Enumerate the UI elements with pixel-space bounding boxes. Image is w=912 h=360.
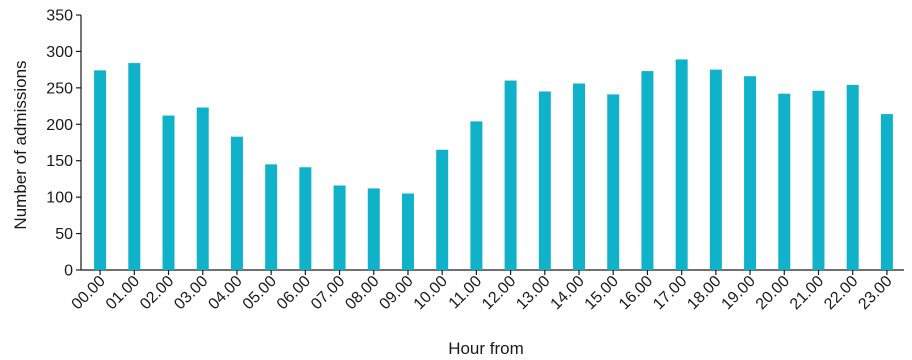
x-tick-label: 10.00 [411,273,451,313]
bar [607,94,620,271]
x-tick-label: 09.00 [376,273,416,313]
bar [573,83,586,270]
x-tick-label: 19.00 [719,273,759,313]
x-tick-label: 23.00 [855,273,895,313]
x-tick-label: 13.00 [513,273,553,313]
y-axis: 0 50 100 150 200 250 300 350 [46,8,82,280]
bar [367,188,380,270]
x-tick-label: 11.00 [446,273,486,313]
bar [436,149,449,270]
bar [846,84,859,270]
bar [470,121,483,270]
bar [128,63,141,271]
bar [538,91,551,270]
bar [778,93,791,270]
x-tick-label: 22.00 [821,273,861,313]
x-tick-label: 07.00 [308,273,348,313]
x-tick-label: 14.00 [548,273,588,313]
bar [230,136,243,270]
x-tick-label: 21.00 [787,273,827,313]
bar [812,90,825,271]
x-axis-title: Hour from [448,339,524,358]
bar [162,115,175,271]
y-tick-label: 350 [46,8,73,25]
x-tick-label: 15.00 [582,273,622,313]
x-tick-label: 17.00 [650,273,690,313]
x-tick-label: 20.00 [753,273,793,313]
bar [744,76,757,270]
y-tick-label: 0 [64,263,73,280]
bar [709,69,722,271]
x-tick-label: 12.00 [479,273,519,313]
x-tick-label: 08.00 [342,273,382,313]
y-tick-label: 300 [46,44,73,61]
bar [504,80,517,270]
x-tick-label: 18.00 [684,273,724,313]
bar [299,167,312,270]
x-tick-label: 03.00 [171,273,211,313]
bar [196,107,209,271]
x-tick-label: 00.00 [69,273,109,313]
bar [333,185,346,270]
x-tick-label: 01.00 [103,273,143,313]
x-tick-label: 02.00 [137,273,177,313]
bar [265,164,278,270]
y-tick-label: 50 [55,226,73,243]
y-tick-label: 150 [46,153,73,170]
bar [401,193,414,270]
bar [94,70,107,270]
y-tick-label: 250 [46,80,73,97]
y-tick-label: 100 [46,190,73,207]
bar [641,71,654,270]
y-tick-label: 200 [46,117,73,134]
x-tick-label: 04.00 [205,273,245,313]
y-axis-title: Number of admissions [11,60,30,229]
bars [94,59,893,271]
x-tick-label: 16.00 [616,273,656,313]
x-tick-label: 06.00 [274,273,314,313]
bar [675,59,688,270]
x-axis: 00.0001.0002.0003.0004.0005.0006.0007.00… [69,269,904,313]
bar [880,114,893,270]
x-tick-label: 05.00 [240,273,280,313]
